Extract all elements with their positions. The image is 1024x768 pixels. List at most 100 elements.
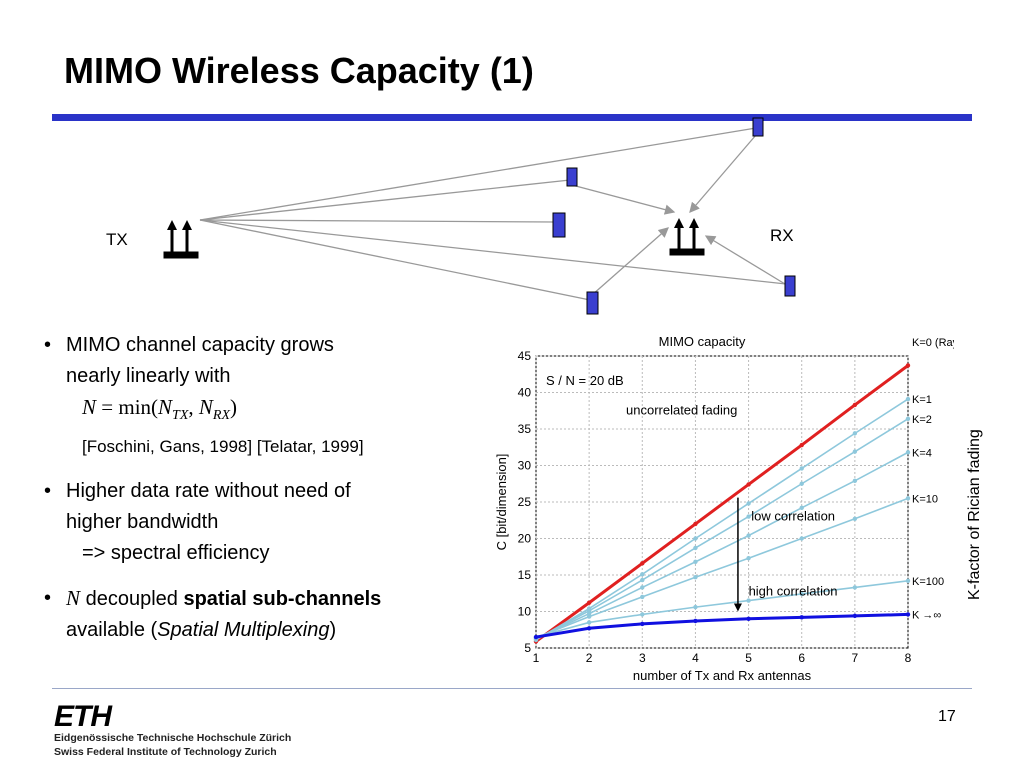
x-tick-label: 4 (692, 651, 699, 665)
x-tick-label: 5 (745, 651, 752, 665)
bullet-spatial-multiplexing: • N decoupled spatial sub-channels avail… (44, 586, 382, 642)
series-label: K=1 (912, 394, 932, 406)
data-point (693, 521, 698, 527)
bullet-text: MIMO channel capacity grows (66, 334, 334, 356)
data-point (693, 574, 698, 580)
series-line (535, 497, 909, 639)
data-point (746, 501, 751, 506)
y-tick-label: 25 (518, 495, 532, 509)
tx-label: TX (106, 230, 128, 249)
x-tick-label: 6 (798, 651, 805, 665)
series-label: K=0 (Rayleigh) (912, 337, 954, 349)
data-point (799, 505, 804, 511)
data-point (693, 559, 698, 565)
data-point (852, 449, 858, 454)
y-tick-label: 20 (518, 532, 532, 546)
data-point (640, 561, 645, 566)
scatterer-4 (784, 275, 796, 297)
data-point (693, 604, 698, 610)
rx-label: RX (770, 226, 794, 245)
y-tick-label: 35 (518, 422, 532, 436)
y-tick-label: 40 (518, 386, 532, 400)
snr-annotation: S / N = 20 dB (546, 373, 624, 388)
data-point (852, 585, 858, 590)
data-point (905, 363, 911, 368)
series-label: K=4 (912, 447, 932, 459)
data-point (905, 416, 911, 421)
data-point (640, 621, 645, 627)
page-number: 17 (938, 708, 956, 725)
data-point (905, 396, 911, 402)
bullet-data-rate: • Higher data rate without need of highe… (44, 476, 484, 569)
scatterer-3 (552, 212, 566, 238)
series-label: K=100 (912, 576, 944, 588)
series-label: K →∞ (912, 609, 941, 621)
data-point (693, 536, 698, 541)
symbol-n: N (66, 586, 81, 611)
chart-title: MIMO capacity (659, 334, 746, 349)
data-point (905, 612, 911, 617)
mimo-channel-diagram (163, 117, 796, 315)
data-point (640, 572, 645, 577)
series-line (535, 580, 909, 638)
data-point (586, 600, 592, 605)
x-tick-label: 8 (905, 651, 912, 665)
correlation-arrow-head (733, 603, 742, 612)
data-point (640, 612, 645, 617)
data-point (693, 618, 698, 624)
formula: N = min(NTX, NRX) (82, 395, 238, 424)
data-point (852, 431, 858, 436)
y-tick-label: 45 (518, 349, 532, 363)
institution-name-en: Swiss Federal Institute of Technology Zu… (54, 746, 277, 758)
bullet-text: available ( (66, 619, 158, 642)
series-line (535, 612, 909, 639)
y-tick-label: 15 (518, 568, 532, 582)
bullet-bold-text: spatial sub-channels (183, 588, 382, 611)
data-point (799, 481, 804, 486)
series-label: K=2 (912, 414, 932, 426)
low-correlation-annotation: low correlation (751, 508, 835, 523)
data-point (799, 615, 804, 620)
data-point (533, 634, 539, 640)
data-point (746, 533, 751, 538)
eth-logo: ETH (54, 700, 112, 733)
data-point (799, 442, 804, 448)
rician-k-factor-label: K-factor of Rician fading (966, 429, 983, 600)
y-tick-label: 30 (518, 459, 532, 473)
data-point (586, 620, 592, 625)
data-point (746, 598, 751, 603)
data-point (799, 536, 804, 541)
data-point (905, 450, 911, 455)
data-point (586, 626, 592, 631)
rx-antenna-icon (669, 218, 705, 256)
slide-title: MIMO Wireless Capacity (1) (64, 50, 534, 91)
data-point (746, 556, 751, 561)
data-point (693, 545, 698, 551)
data-point (799, 466, 804, 471)
series-line (535, 418, 909, 640)
data-point (746, 514, 751, 519)
x-tick-label: 2 (586, 651, 593, 665)
scatterer-1 (752, 117, 764, 137)
data-point (640, 577, 645, 583)
series-label: K=10 (912, 493, 938, 505)
tx-antenna-icon (163, 220, 199, 259)
footer-divider (52, 688, 972, 689)
scatterer-5 (586, 291, 599, 315)
y-tick-label: 5 (524, 641, 531, 655)
data-point (905, 496, 911, 501)
data-point (586, 614, 592, 619)
data-point (905, 578, 911, 584)
bullet-list: • MIMO channel capacity grows nearly lin… (44, 330, 484, 660)
y-tick-label: 10 (518, 605, 532, 619)
citation: [Foschini, Gans, 1998] [Telatar, 1999] (82, 437, 364, 457)
bullet-text: nearly linearly with (66, 365, 231, 387)
high-correlation-annotation: high correlation (749, 583, 838, 598)
uncorrelated-annotation: uncorrelated fading (626, 402, 737, 417)
data-point (852, 613, 858, 619)
x-tick-label: 1 (533, 651, 540, 665)
x-tick-label: 3 (639, 651, 646, 665)
series-line (535, 451, 909, 640)
data-point (746, 482, 751, 487)
